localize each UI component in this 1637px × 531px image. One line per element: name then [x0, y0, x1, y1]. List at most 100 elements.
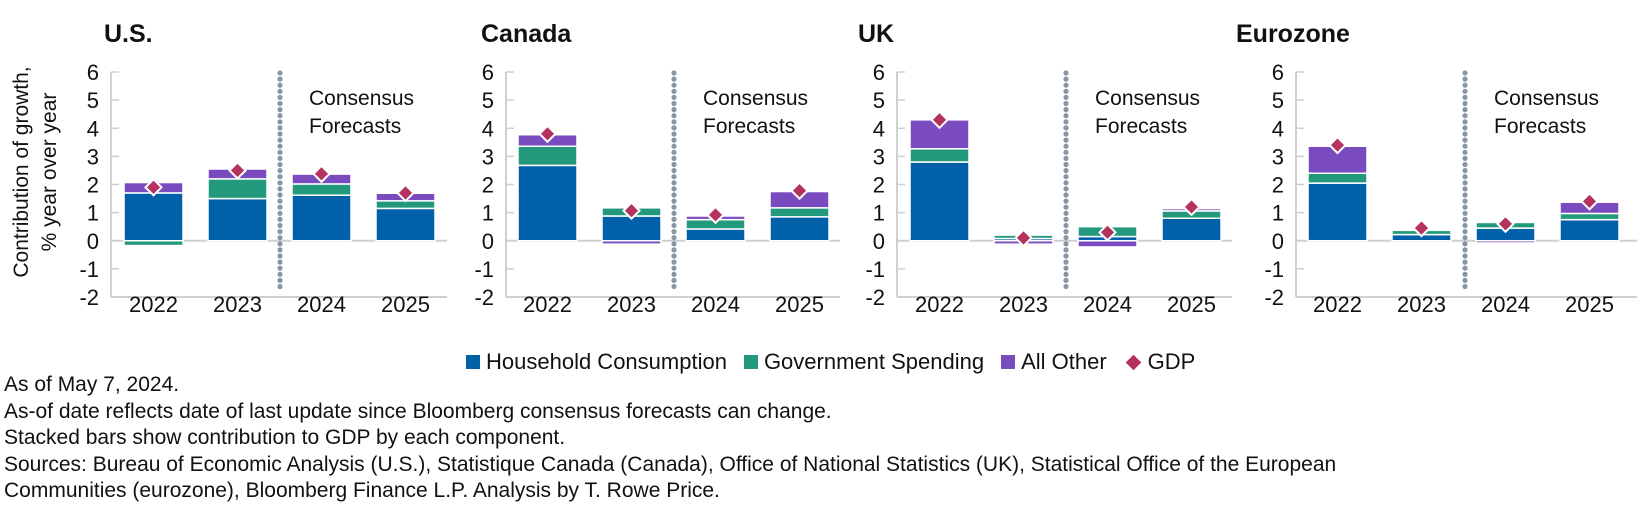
panel-eurozone: Eurozone 6 5 4 3 2 1 0 -1 -2 2022 2023 2024 2025 Conse…	[1236, 20, 1637, 317]
y-tick-label: 0	[87, 229, 99, 254]
bar-segment-government-spending	[1307, 172, 1368, 184]
divider-dot	[1462, 271, 1468, 277]
legend-item-household-consumption: Household Consumption	[466, 349, 727, 375]
y-tick-label: 2	[87, 173, 99, 198]
forecast-label-line-2: Forecasts	[309, 115, 401, 138]
divider-dot	[671, 241, 677, 247]
divider-dot	[1462, 125, 1468, 131]
gdp-marker	[538, 124, 557, 144]
bar-stack-2023	[601, 201, 662, 245]
divider-dot	[1462, 119, 1468, 125]
footnotes: As of May 7, 2024. As-of date reflects d…	[4, 372, 1336, 505]
bar-stack-2024	[291, 164, 352, 242]
y-tick-label: 0	[873, 229, 885, 254]
divider-dot	[1063, 253, 1069, 259]
bar-segment-household-consumption	[685, 228, 746, 242]
divider-dot	[1063, 143, 1069, 149]
divider-dot	[671, 186, 677, 192]
note-sources-line-2: Communities (eurozone), Bloomberg Financ…	[4, 479, 720, 502]
divider-dot	[671, 174, 677, 180]
bar-segment-household-consumption	[375, 207, 436, 242]
divider-dot	[1462, 253, 1468, 259]
gdp-marker	[622, 201, 641, 221]
divider-dot	[671, 168, 677, 174]
y-tick-label: 1	[87, 201, 99, 226]
chart-area: Contribution of growth, % year over year…	[10, 20, 1637, 317]
divider-dot	[1063, 168, 1069, 174]
y-tick-label: 6	[1272, 60, 1284, 85]
y-tick-label: 2	[482, 173, 494, 198]
divider-dot	[277, 174, 283, 180]
bar-segment-government-spending	[769, 207, 830, 218]
divider-dot	[1462, 100, 1468, 107]
divider-dot	[671, 235, 677, 241]
bar-segment-government-spending	[291, 183, 352, 196]
divider-dot	[1063, 204, 1069, 210]
panel-title: Canada	[481, 20, 572, 48]
y-axis-title: Contribution of growth, % year over year	[10, 66, 61, 277]
divider-dot	[1063, 131, 1069, 137]
gdp-marker	[930, 110, 949, 130]
divider-dot	[1063, 271, 1069, 277]
divider-dot	[277, 277, 283, 283]
divider-dot	[1063, 88, 1069, 94]
divider-dot	[1462, 155, 1468, 161]
divider-dot	[1063, 198, 1069, 204]
legend-label: Household Consumption	[486, 349, 727, 374]
divider-dot	[277, 192, 283, 198]
y-tick-label: 4	[87, 116, 99, 141]
divider-dot	[1462, 277, 1468, 283]
divider-dot	[277, 235, 283, 241]
divider-dot	[1462, 192, 1468, 198]
legend-label: Government Spending	[763, 349, 985, 374]
divider-dot	[277, 168, 283, 174]
divider-dot	[277, 143, 283, 149]
divider-dot	[1063, 113, 1069, 119]
divider-dot	[1063, 247, 1069, 253]
divider-dot	[277, 107, 283, 113]
bar-stack-2025	[375, 183, 436, 242]
legend-label: All Other	[1021, 349, 1107, 374]
y-tick-label: 5	[1272, 88, 1284, 113]
divider-dot	[277, 247, 283, 253]
legend-item-gdp: GDP	[1124, 349, 1195, 375]
forecast-label-line-2: Forecasts	[1494, 115, 1586, 138]
gdp-marker	[1580, 191, 1599, 211]
x-tick-label: 2023	[999, 292, 1048, 317]
divider-dot	[1063, 137, 1069, 143]
divider-dot	[671, 253, 677, 259]
divider-dot	[671, 88, 677, 94]
divider-dot	[671, 229, 677, 235]
divider-dot	[277, 155, 283, 161]
divider-dot	[277, 283, 283, 290]
divider-dot	[1462, 180, 1468, 186]
y-tick-label: 6	[482, 60, 494, 85]
y-tick-label: 1	[873, 201, 885, 226]
divider-dot	[1462, 222, 1468, 229]
forecast-label-line-1: Consensus	[1494, 87, 1599, 110]
panel-title: UK	[858, 20, 894, 48]
divider-dot	[671, 222, 677, 229]
divider-dot	[671, 180, 677, 186]
forecast-divider	[277, 70, 283, 290]
y-tick-label: -2	[474, 285, 494, 310]
divider-dot	[671, 94, 677, 100]
divider-dot	[1063, 235, 1069, 241]
y-tick-label: 3	[1272, 144, 1284, 169]
y-tick-label: 4	[873, 116, 885, 141]
divider-dot	[671, 192, 677, 198]
divider-dot	[277, 113, 283, 119]
gdp-marker	[396, 183, 415, 203]
y-tick-label: -2	[79, 285, 99, 310]
divider-dot	[1462, 265, 1468, 271]
gdp-marker	[1412, 218, 1431, 238]
forecast-divider	[671, 70, 677, 290]
gdp-marker	[1496, 214, 1515, 234]
bar-segment-government-spending	[1559, 212, 1620, 221]
forecast-label-line-1: Consensus	[1095, 87, 1200, 110]
divider-dot	[1462, 76, 1468, 82]
y-tick-label: 0	[1272, 229, 1284, 254]
gdp-marker	[1328, 135, 1347, 155]
forecast-divider	[1063, 70, 1069, 290]
divider-dot	[1462, 229, 1468, 235]
